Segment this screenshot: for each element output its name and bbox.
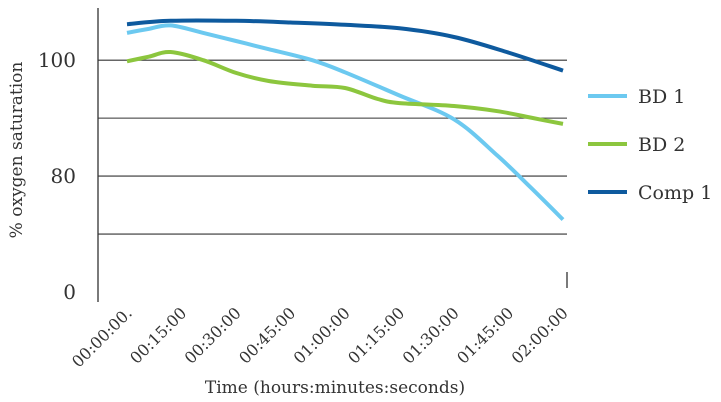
x-tick-label: 02:00:00 [508, 303, 572, 367]
y-tick-label: 0 [63, 280, 76, 304]
gridlines [98, 59, 567, 235]
x-tick-label: 00:30:00 [181, 303, 245, 367]
x-tick-label: 01:45:00 [453, 303, 517, 367]
legend-label: BD 2 [638, 134, 685, 156]
y-tick-label: 80 [51, 164, 76, 188]
series-line-comp-1 [126, 18, 564, 73]
series-lines [126, 18, 565, 222]
x-tick-label: 01:30:00 [399, 303, 463, 367]
x-axis-title: Time (hours:minutes:seconds) [205, 378, 465, 398]
y-axis-title: % oxygen saturation [7, 62, 27, 239]
y-tick-label: 100 [38, 48, 76, 72]
x-tick-label: 00:45:00 [235, 303, 299, 367]
x-tick-label: 00:00:00. [68, 303, 136, 371]
legend-label: Comp 1 [638, 182, 712, 204]
series-line-bd-1 [126, 23, 565, 222]
x-tick-labels: 00:00:00.00:15:0000:30:0000:45:0001:00:0… [68, 303, 572, 371]
x-tick-label: 00:15:00 [126, 303, 190, 367]
series-line-bd-2 [126, 49, 564, 126]
axes [97, 8, 568, 302]
legend-label: BD 1 [638, 86, 685, 108]
y-tick-labels: 0 80 100 [38, 48, 76, 304]
x-tick-label: 01:00:00 [290, 303, 354, 367]
legend: BD 1 BD 2 Comp 1 [588, 86, 712, 204]
x-tick-label: 01:15:00 [344, 303, 408, 367]
